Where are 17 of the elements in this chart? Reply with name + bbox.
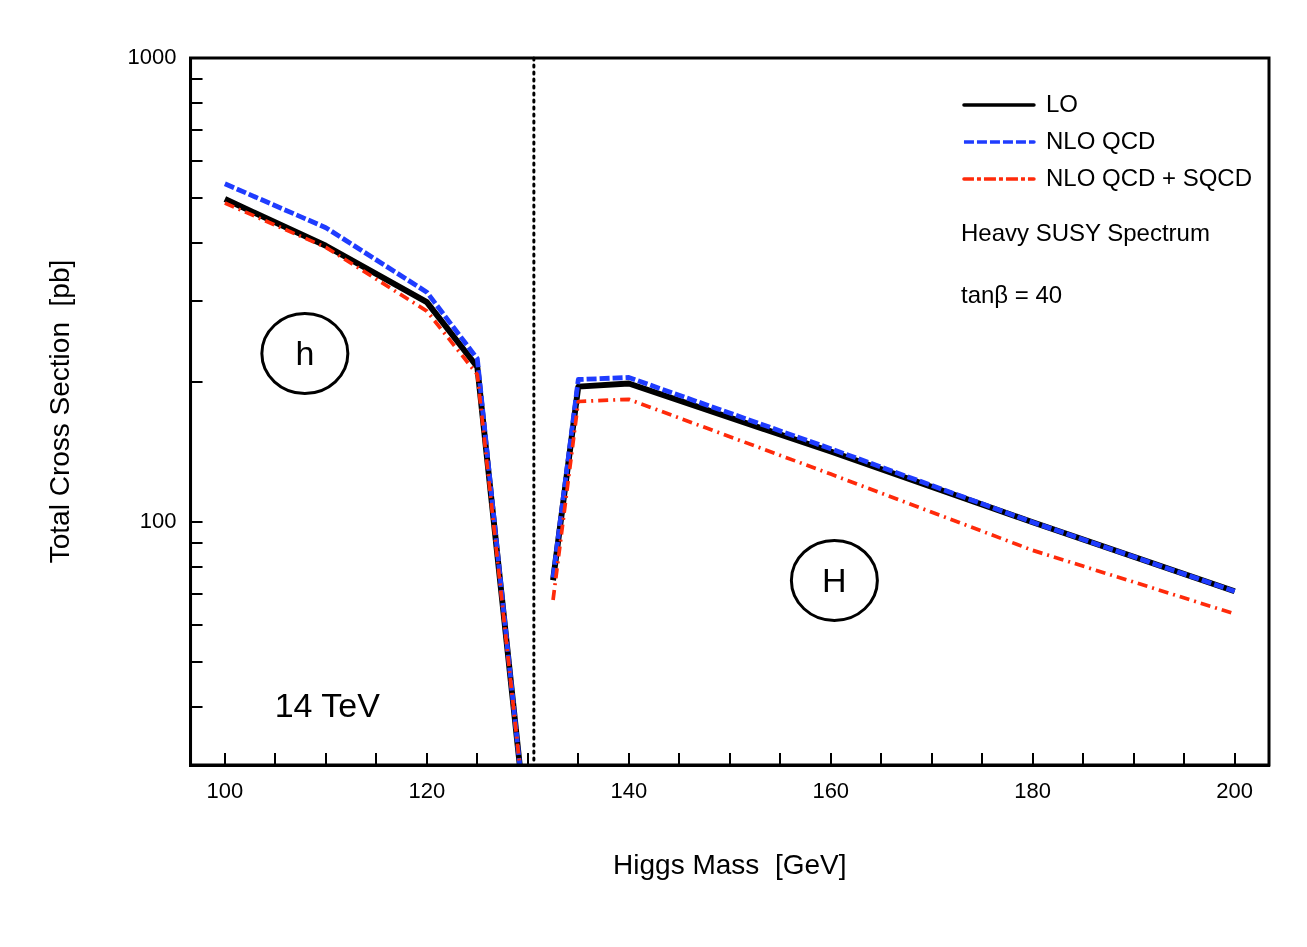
annotation: 14 TeV (274, 685, 381, 724)
annotation: h (295, 333, 315, 372)
x-tick-label: 200 (1216, 778, 1254, 804)
x-tick-label: 100 (206, 778, 244, 804)
annotation: Heavy SUSY Spectrum (960, 218, 1210, 246)
x-axis-title: Higgs Mass [GeV] (613, 848, 847, 880)
x-tick-label: 160 (812, 778, 850, 804)
legend-label: LO (1045, 89, 1078, 117)
legend-label: NLO QCD (1045, 126, 1156, 154)
x-tick-label: 140 (610, 778, 648, 804)
annotation: tanβ = 40 (960, 280, 1063, 308)
annotation: H (822, 560, 847, 599)
x-tick-label: 180 (1014, 778, 1052, 804)
legend-label: NLO QCD + SQCD (1045, 163, 1253, 191)
y-axis-title: Total Cross Section [pb] (43, 259, 75, 564)
x-tick-label: 120 (408, 778, 446, 804)
y-tick-label: 1000 (127, 44, 177, 70)
